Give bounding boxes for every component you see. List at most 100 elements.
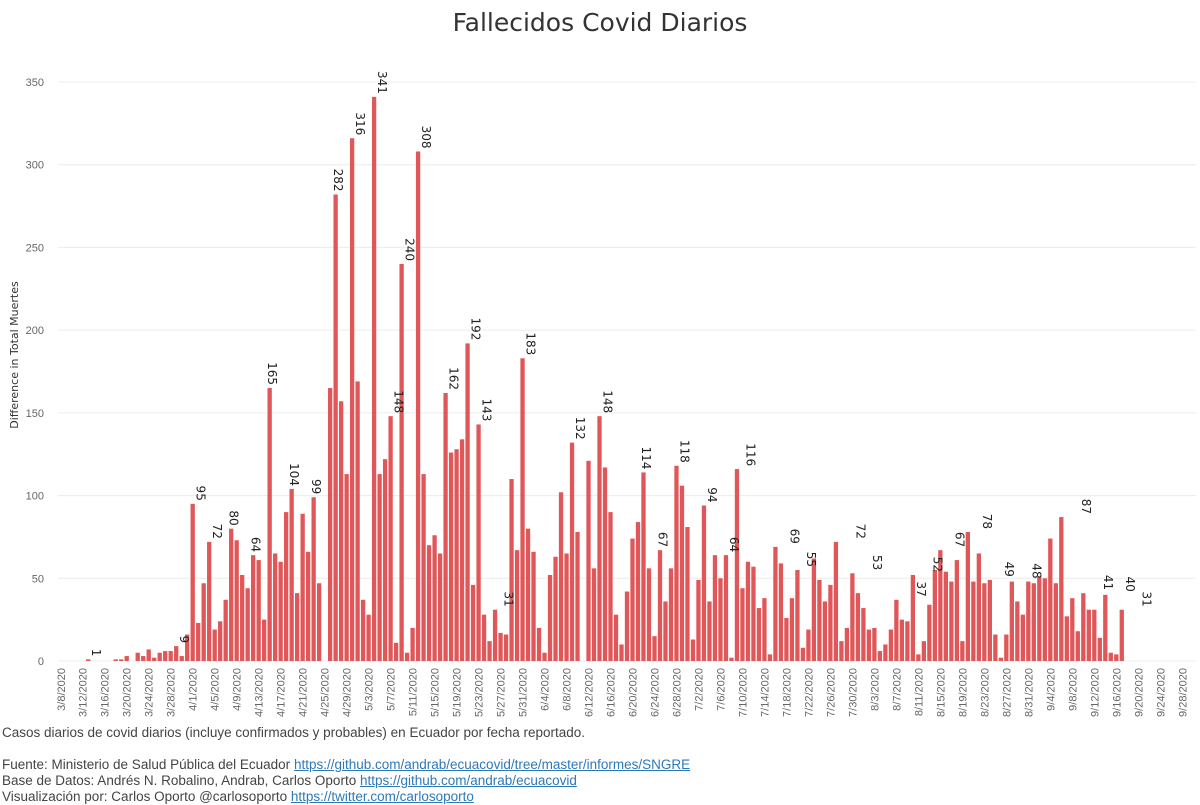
bar bbox=[756, 608, 762, 661]
bar bbox=[1009, 581, 1014, 661]
bar bbox=[597, 416, 602, 661]
data-label: 132 bbox=[573, 417, 587, 440]
bar bbox=[767, 654, 773, 661]
bar bbox=[399, 263, 404, 661]
y-tick-label: 300 bbox=[26, 160, 44, 172]
bar bbox=[855, 593, 861, 661]
bar bbox=[1031, 583, 1036, 661]
bar bbox=[932, 570, 938, 661]
bar bbox=[300, 513, 305, 661]
bar bbox=[278, 561, 283, 661]
bar bbox=[971, 581, 976, 661]
bar bbox=[284, 512, 289, 661]
bar bbox=[251, 555, 256, 661]
bar bbox=[135, 652, 140, 661]
bar bbox=[734, 469, 740, 661]
x-tick-label: 3/24/2020 bbox=[144, 668, 156, 717]
bar bbox=[1042, 578, 1047, 661]
bar bbox=[459, 439, 465, 661]
data-label: 165 bbox=[265, 362, 279, 385]
bar bbox=[927, 604, 932, 661]
source-label: Fuente: Ministerio de Salud Pública del … bbox=[2, 757, 291, 772]
bar bbox=[690, 639, 696, 661]
bar bbox=[558, 492, 564, 661]
bar bbox=[355, 381, 360, 661]
bar bbox=[421, 474, 426, 661]
bar bbox=[196, 622, 201, 661]
source-line: Fuente: Ministerio de Salud Pública del … bbox=[2, 757, 690, 772]
bar bbox=[1097, 637, 1102, 661]
bar bbox=[899, 619, 905, 661]
bar bbox=[141, 656, 146, 661]
x-tick-label: 8/23/2020 bbox=[979, 668, 991, 717]
bar bbox=[987, 579, 992, 661]
bar bbox=[723, 555, 729, 661]
bar bbox=[591, 568, 597, 661]
data-label: 240 bbox=[403, 238, 417, 261]
x-tick-label: 6/4/2020 bbox=[540, 668, 552, 711]
data-label: 9 bbox=[177, 635, 191, 643]
y-axis-ticks: 0 50 100 150 200 250 300 350 bbox=[26, 77, 44, 668]
x-tick-label: 8/11/2020 bbox=[913, 668, 925, 716]
x-tick-label: 4/25/2020 bbox=[320, 668, 332, 717]
x-tick-label: 4/1/2020 bbox=[188, 668, 200, 711]
bar bbox=[295, 593, 300, 661]
chart-bars bbox=[86, 96, 1124, 662]
chart-title: Fallecidos Covid Diarios bbox=[452, 8, 748, 37]
bar bbox=[1004, 634, 1009, 661]
database-line: Base de Datos: Andrés N. Robalino, Andra… bbox=[2, 773, 577, 788]
database-link[interactable]: https://github.com/andrab/ecuacovid bbox=[359, 773, 577, 788]
bar bbox=[179, 656, 184, 661]
bar bbox=[965, 531, 970, 661]
bar bbox=[426, 545, 432, 661]
bar bbox=[333, 194, 338, 662]
bar bbox=[388, 416, 393, 661]
bar bbox=[229, 528, 234, 661]
bar bbox=[696, 579, 701, 661]
bar bbox=[542, 652, 547, 661]
x-tick-label: 4/29/2020 bbox=[342, 668, 354, 717]
x-tick-label: 5/19/2020 bbox=[452, 668, 464, 717]
bar bbox=[872, 627, 877, 661]
data-label: 148 bbox=[392, 390, 406, 413]
bar bbox=[487, 641, 492, 661]
data-label: 64 bbox=[727, 537, 741, 552]
bar bbox=[432, 535, 437, 661]
y-tick-label: 350 bbox=[26, 77, 44, 89]
bar bbox=[624, 591, 630, 661]
bar bbox=[119, 659, 124, 661]
data-label: 316 bbox=[353, 112, 367, 135]
data-label: 99 bbox=[309, 479, 323, 494]
bar bbox=[124, 656, 129, 661]
data-label: 40 bbox=[1123, 577, 1137, 592]
data-label: 55 bbox=[804, 552, 818, 567]
x-tick-label: 8/3/2020 bbox=[869, 668, 881, 711]
x-tick-label: 4/9/2020 bbox=[232, 668, 244, 711]
bar bbox=[514, 550, 520, 661]
bar bbox=[800, 647, 806, 661]
bar bbox=[366, 614, 371, 661]
bar bbox=[740, 588, 745, 661]
x-tick-label: 7/14/2020 bbox=[759, 668, 771, 717]
bar bbox=[536, 627, 542, 661]
bar bbox=[470, 584, 476, 661]
bar bbox=[267, 388, 272, 661]
bar bbox=[207, 541, 212, 661]
x-tick-label: 6/12/2020 bbox=[584, 668, 596, 717]
source-link[interactable]: https://github.com/andrab/ecuacovid/tree… bbox=[293, 757, 691, 772]
data-label: 183 bbox=[524, 332, 538, 355]
bar bbox=[305, 551, 311, 661]
x-tick-label: 3/8/2020 bbox=[56, 668, 68, 711]
bar bbox=[360, 599, 366, 661]
bar bbox=[773, 546, 778, 661]
bar bbox=[960, 641, 965, 661]
x-tick-label: 6/8/2020 bbox=[562, 668, 574, 711]
bar bbox=[481, 614, 487, 661]
bar bbox=[476, 424, 481, 661]
bar bbox=[338, 401, 344, 661]
bar bbox=[1119, 609, 1124, 661]
bar bbox=[789, 598, 795, 661]
data-label: 67 bbox=[655, 532, 669, 547]
visualization-link[interactable]: https://twitter.com/carlosoporto bbox=[290, 789, 474, 804]
bar bbox=[712, 555, 718, 661]
